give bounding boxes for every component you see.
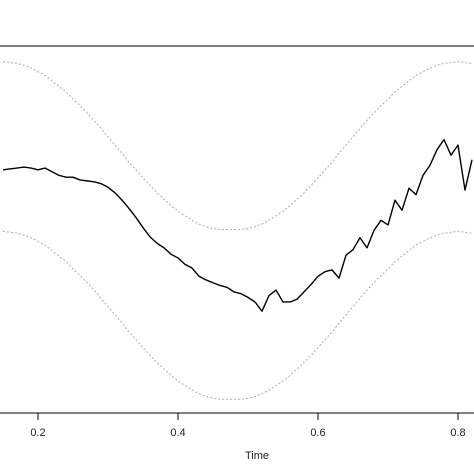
band-line <box>2 230 473 400</box>
x-axis-label: Time <box>245 450 269 462</box>
band-line <box>2 61 473 230</box>
x-tick-label: 0.6 <box>310 427 325 439</box>
plot-frame <box>0 45 474 414</box>
series-line <box>2 138 473 312</box>
x-tick-label: 0.8 <box>450 427 465 439</box>
x-tick-label: 0.2 <box>30 427 45 439</box>
x-tick-label: 0.4 <box>170 427 185 439</box>
